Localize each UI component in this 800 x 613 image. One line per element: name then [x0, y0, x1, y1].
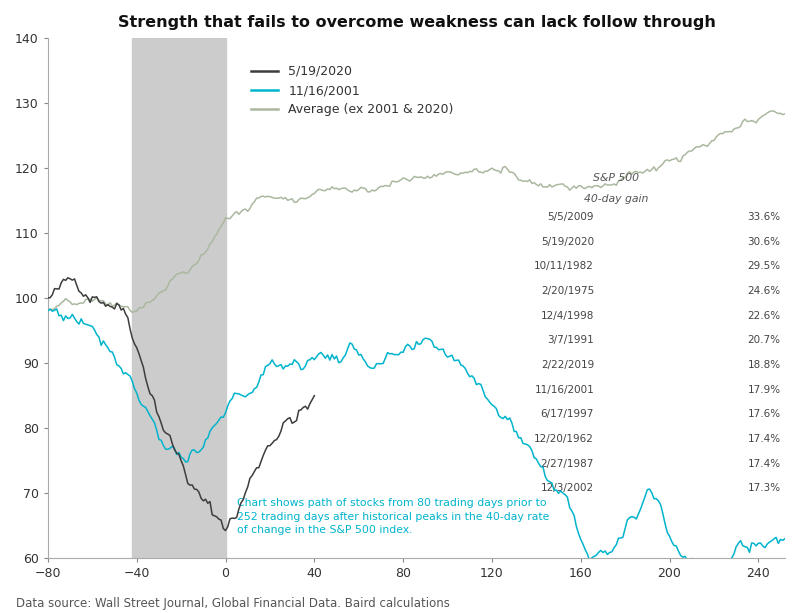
Text: 17.6%: 17.6% — [747, 409, 781, 419]
Text: Data source: Wall Street Journal, Global Financial Data. Baird calculations: Data source: Wall Street Journal, Global… — [16, 597, 450, 610]
Text: 10/11/1982: 10/11/1982 — [534, 261, 594, 272]
Title: Strength that fails to overcome weakness can lack follow through: Strength that fails to overcome weakness… — [118, 15, 715, 30]
Text: 17.4%: 17.4% — [747, 459, 781, 469]
Text: 40-day gain: 40-day gain — [584, 194, 649, 204]
Text: 29.5%: 29.5% — [747, 261, 781, 272]
Text: 5/19/2020: 5/19/2020 — [541, 237, 594, 246]
Text: 17.3%: 17.3% — [747, 483, 781, 493]
Text: 3/7/1991: 3/7/1991 — [547, 335, 594, 345]
Text: 22.6%: 22.6% — [747, 311, 781, 321]
Text: 12/4/1998: 12/4/1998 — [541, 311, 594, 321]
Text: 18.8%: 18.8% — [747, 360, 781, 370]
Text: 24.6%: 24.6% — [747, 286, 781, 296]
Text: 5/5/2009: 5/5/2009 — [547, 212, 594, 222]
Text: Chart shows path of stocks from 80 trading days prior to
252 trading days after : Chart shows path of stocks from 80 tradi… — [237, 498, 549, 535]
Text: 20.7%: 20.7% — [747, 335, 781, 345]
Text: 11/16/2001: 11/16/2001 — [534, 384, 594, 395]
Text: S&P 500: S&P 500 — [594, 173, 639, 183]
Text: 30.6%: 30.6% — [747, 237, 781, 246]
Text: 33.6%: 33.6% — [747, 212, 781, 222]
Bar — [132, 38, 226, 558]
Text: 2/27/1987: 2/27/1987 — [541, 459, 594, 469]
Text: 17.9%: 17.9% — [747, 384, 781, 395]
Text: 17.4%: 17.4% — [747, 434, 781, 444]
Text: 12/20/1962: 12/20/1962 — [534, 434, 594, 444]
Text: 2/20/1975: 2/20/1975 — [541, 286, 594, 296]
Text: 6/17/1997: 6/17/1997 — [541, 409, 594, 419]
Text: 12/3/2002: 12/3/2002 — [541, 483, 594, 493]
Text: 2/22/2019: 2/22/2019 — [541, 360, 594, 370]
Legend: 5/19/2020, 11/16/2001, Average (ex 2001 & 2020): 5/19/2020, 11/16/2001, Average (ex 2001 … — [246, 60, 458, 121]
